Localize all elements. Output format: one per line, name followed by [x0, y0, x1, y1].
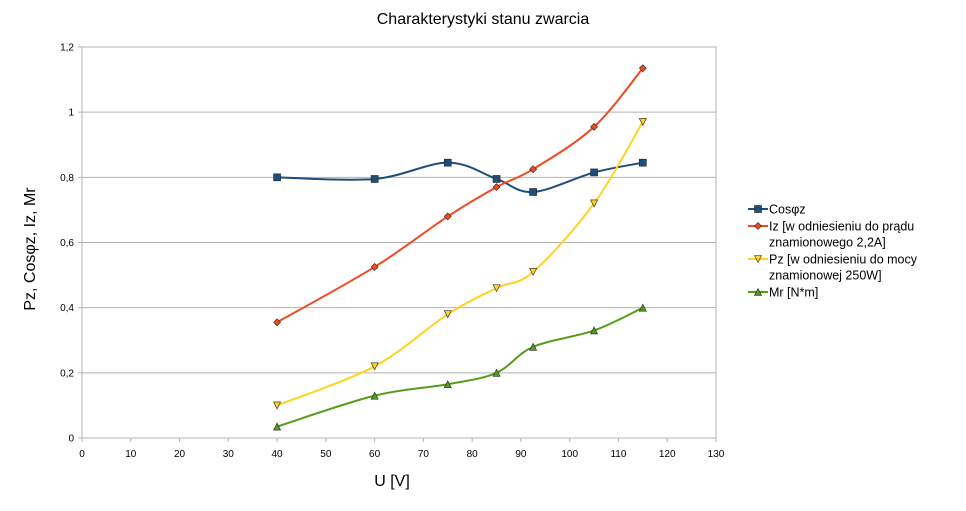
data-point: [443, 310, 452, 319]
chart-title: Charakterystyki stanu zwarcia: [377, 11, 590, 28]
series-1: [273, 64, 647, 327]
legend-label: Pz [w odniesieniu do mocy: [769, 253, 918, 267]
data-point: [273, 318, 282, 327]
data-point: [529, 342, 538, 351]
y-tick-label: 1,2: [60, 43, 74, 54]
x-tick-label: 0: [79, 449, 85, 460]
y-axis-label: Pz, Cosφz, Iz, Mr: [22, 187, 39, 311]
x-tick-label: 40: [272, 449, 284, 460]
data-point: [273, 401, 282, 410]
data-point: [590, 199, 599, 208]
data-point: [273, 422, 282, 431]
legend: Cosφz Iz [w odniesieniu do prądu znamionow…: [748, 203, 918, 300]
y-tick-label: 0,4: [60, 303, 74, 314]
legend-label: znamionowej 250W]: [769, 269, 882, 283]
x-tick-label: 100: [561, 449, 578, 460]
legend-label: Iz [w odniesieniu do prądu: [769, 220, 914, 234]
data-point: [443, 380, 452, 389]
x-tick-label: 60: [369, 449, 381, 460]
data-point: [370, 391, 379, 400]
legend-marker: [754, 222, 762, 230]
data-point: [492, 368, 501, 377]
grid-lines: [82, 46, 716, 439]
data-point: [638, 303, 647, 312]
data-point: [492, 284, 501, 293]
legend-entry: Cosφz: [748, 203, 806, 217]
x-tick-label: 110: [610, 449, 626, 460]
x-tick-label: 20: [174, 449, 186, 460]
legend-entry: Mr [N*m]: [748, 286, 818, 300]
y-tick-label: 0,6: [60, 238, 74, 249]
y-tick-label: 0,2: [60, 368, 74, 379]
data-point: [638, 64, 647, 73]
data-point: [529, 188, 537, 196]
data-point: [638, 118, 647, 127]
series-layer: [273, 64, 647, 431]
data-point: [590, 326, 599, 335]
legend-marker: [754, 255, 762, 264]
legend-marker: [754, 205, 762, 213]
legend-label: Cosφz: [769, 203, 806, 217]
x-tick-label: 70: [418, 449, 430, 460]
legend-marker: [754, 287, 762, 296]
x-tick-label: 130: [708, 449, 725, 460]
series-0: [273, 158, 647, 196]
legend-label: Mr [N*m]: [769, 286, 818, 300]
data-point: [443, 212, 452, 221]
data-point: [492, 183, 501, 192]
data-point: [273, 173, 281, 182]
y-tick-label: 1: [68, 108, 74, 119]
y-tick-label: 0,8: [60, 173, 74, 184]
x-tick-label: 120: [659, 449, 676, 460]
x-tick-label: 50: [320, 449, 332, 460]
data-point: [370, 263, 379, 271]
x-tick-label: 80: [467, 449, 479, 460]
data-point: [492, 175, 501, 183]
series-line: [276, 67, 644, 324]
data-point: [529, 165, 538, 174]
x-axis-label: U [V]: [374, 473, 410, 490]
y-tick-label: 0: [68, 434, 74, 445]
y-axis-ticks: 0 0,2 0,4 0,6 0,8 1 1,2: [60, 43, 82, 445]
data-point: [370, 175, 379, 183]
data-point: [590, 168, 598, 177]
data-point: [370, 362, 379, 371]
x-tick-label: 90: [515, 449, 527, 460]
legend-label: znamionowego 2,2A]: [769, 236, 886, 250]
legend-entry: Pz [w odniesieniu do mocy znamionowej 250…: [748, 253, 918, 283]
data-point: [443, 158, 452, 167]
x-axis-ticks: 0 10 20 30 40 50 60 70 80 90 100 110 120 130: [79, 438, 725, 460]
data-point: [639, 158, 647, 167]
legend-entry: Iz [w odniesieniu do prądu znamionowego 2…: [748, 220, 914, 250]
data-point: [529, 268, 538, 276]
series-line: [276, 306, 644, 428]
x-tick-label: 30: [223, 449, 235, 460]
series-2: [273, 118, 647, 410]
x-tick-label: 10: [125, 449, 137, 460]
series-3: [273, 303, 647, 431]
data-point: [590, 122, 599, 131]
